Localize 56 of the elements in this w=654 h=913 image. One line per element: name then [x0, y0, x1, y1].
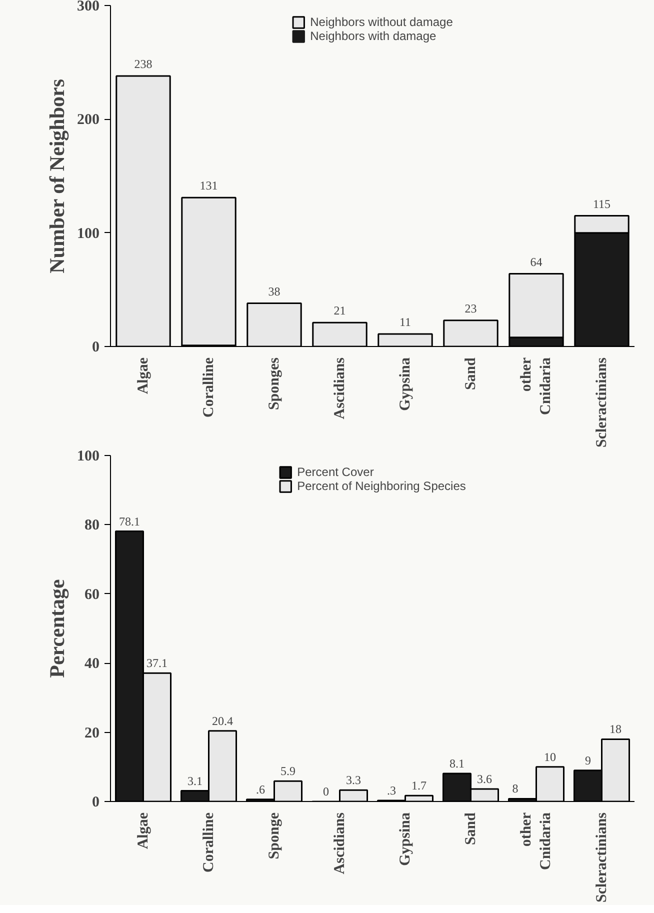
x-tick-label: Sand — [462, 812, 479, 846]
x-tick-label: Algae — [135, 357, 152, 394]
total-label: 21 — [334, 304, 346, 318]
y-tick-label: 0 — [92, 794, 100, 810]
x-tick-label: Scleractinians — [594, 812, 610, 902]
data-label: 3.1 — [187, 774, 202, 788]
data-label: 5.9 — [280, 764, 296, 778]
y-tick-label: 100 — [77, 226, 100, 242]
x-tick-label: Coralline — [200, 357, 217, 418]
x-tick-label: Coralline — [200, 812, 217, 872]
x-tick-label: Sponge — [266, 812, 282, 860]
total-label: 131 — [200, 178, 218, 193]
data-label: 3.6 — [477, 772, 492, 786]
total-label: 23 — [464, 301, 477, 316]
legend-label: Neighbors without damage — [310, 15, 453, 29]
x-tick-label: Gypsina — [397, 357, 414, 411]
y-tick-label: 20 — [84, 725, 100, 742]
data-label: 20.4 — [212, 714, 234, 728]
x-tick-label: Ascidians — [332, 812, 348, 874]
y-tick-label: 40 — [84, 656, 100, 672]
total-label: 238 — [134, 56, 152, 71]
y-tick-label: 300 — [77, 0, 100, 14]
data-label: 9 — [584, 753, 591, 768]
total-label: 11 — [399, 314, 412, 329]
total-label: 115 — [592, 196, 611, 211]
annotation: 8 — [512, 782, 518, 796]
data-label: 0 — [322, 784, 329, 798]
total-label: 38 — [268, 284, 280, 298]
y-axis-title: Percentage — [45, 579, 69, 678]
data-label: 10 — [544, 750, 556, 764]
x-tick-label: Scleractinians — [594, 357, 610, 448]
y-tick-label: 80 — [84, 518, 100, 534]
x-tick-label: Gypsina — [397, 812, 414, 866]
legend-label: Percent of Neighboring Species — [297, 479, 466, 493]
y-tick-label: 200 — [77, 112, 100, 128]
data-label: 18 — [610, 722, 622, 736]
y-tick-label: 60 — [84, 586, 100, 603]
data-label: .3 — [386, 783, 396, 798]
x-tick-label: Algae — [135, 812, 152, 850]
x-tick-label: other Cnidaria — [518, 812, 554, 870]
x-tick-label: Ascidians — [332, 357, 348, 420]
x-tick-label: Sand — [462, 356, 479, 390]
data-label: 37.1 — [146, 656, 168, 670]
y-tick-label: 100 — [77, 448, 100, 464]
y-axis-title: Number of Neighbors — [45, 78, 69, 274]
total-label: 64 — [530, 254, 542, 269]
y-tick-label: 0 — [92, 340, 100, 356]
legend-label: Neighbors with damage — [310, 29, 436, 43]
legend-label: Percent Cover — [297, 465, 374, 479]
x-tick-label: other Cnidaria — [518, 357, 554, 416]
data-label: 8.1 — [449, 756, 464, 770]
data-label: .6 — [256, 782, 265, 796]
data-label: 1.7 — [412, 778, 427, 793]
data-label: 78.1 — [118, 514, 140, 528]
data-label: 3.3 — [346, 773, 362, 788]
x-tick-label: Sponges — [266, 357, 282, 410]
